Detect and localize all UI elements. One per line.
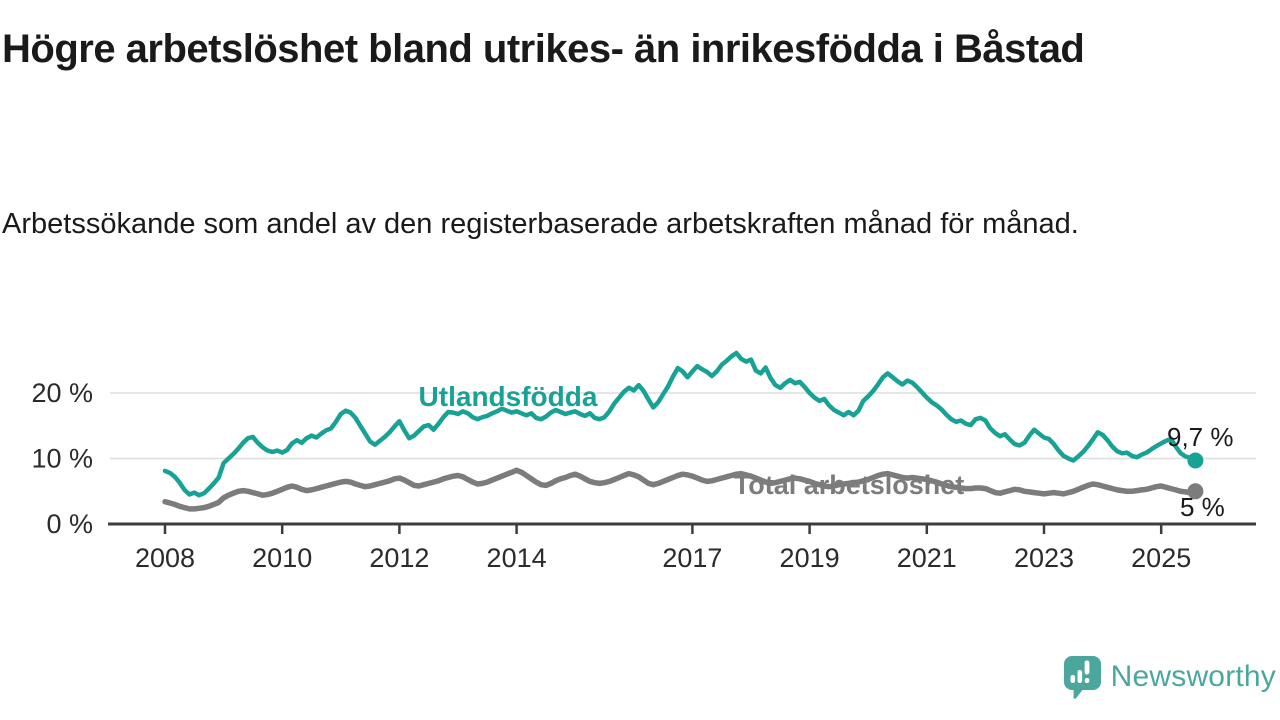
series-lines <box>162 350 1204 512</box>
logo-bar-small <box>1070 675 1075 683</box>
end-value-label-total: 5 % <box>1180 492 1225 522</box>
logo-bar-medium <box>1077 670 1082 683</box>
logo-exclamation-bar <box>1084 660 1090 675</box>
x-axis-label-2014: 2014 <box>487 543 547 573</box>
y-axis-label-20: 20 % <box>31 378 93 408</box>
x-axis-label-2012: 2012 <box>369 543 429 573</box>
x-axis-ticks <box>163 524 1163 534</box>
y-axis-label-10: 10 % <box>31 444 93 474</box>
end-value-label-utlandsfodda: 9,7 % <box>1167 422 1234 452</box>
chart-subtitle: Arbetssökande som andel av den registerb… <box>2 208 1079 240</box>
logo-exclamation-dot <box>1084 678 1090 683</box>
series-label-utlandsfodda: Utlandsfödda <box>419 381 598 412</box>
series-line-0 <box>162 350 1198 498</box>
x-axis-label-2021: 2021 <box>897 543 957 573</box>
x-axis-label-2023: 2023 <box>1014 543 1074 573</box>
newsworthy-logo-icon <box>1063 656 1101 699</box>
newsworthy-wordmark: Newsworthy <box>1110 660 1276 693</box>
series-line-1 <box>162 467 1199 512</box>
line-chart: 0 % 10 % 20 % 2008 2010 2012 2014 2017 2019 2021… <box>31 350 1256 573</box>
series-end-dot-1 <box>1187 483 1204 500</box>
y-axis-label-0: 0 % <box>46 509 93 539</box>
speech-bubble-shape <box>1063 656 1101 699</box>
x-axis-label-2025: 2025 <box>1131 543 1191 573</box>
x-axis-label-2010: 2010 <box>252 543 312 573</box>
x-axis-label-2008: 2008 <box>135 543 195 573</box>
y-axis-labels: 0 % 10 % 20 % <box>31 378 93 539</box>
page-title: Högre arbetslöshet bland utrikes- än inr… <box>2 27 1085 71</box>
x-axis-label-2019: 2019 <box>780 543 840 573</box>
series-end-dot-0 <box>1187 452 1204 469</box>
series-label-total-arbetsloshet: Total arbetslöshet <box>734 470 965 500</box>
newsworthy-branding[interactable]: Newsworthy <box>1062 654 1276 700</box>
x-axis-labels: 2008 2010 2012 2014 2017 2019 2021 2023 2025 <box>135 543 1191 573</box>
x-axis-label-2017: 2017 <box>662 543 722 573</box>
